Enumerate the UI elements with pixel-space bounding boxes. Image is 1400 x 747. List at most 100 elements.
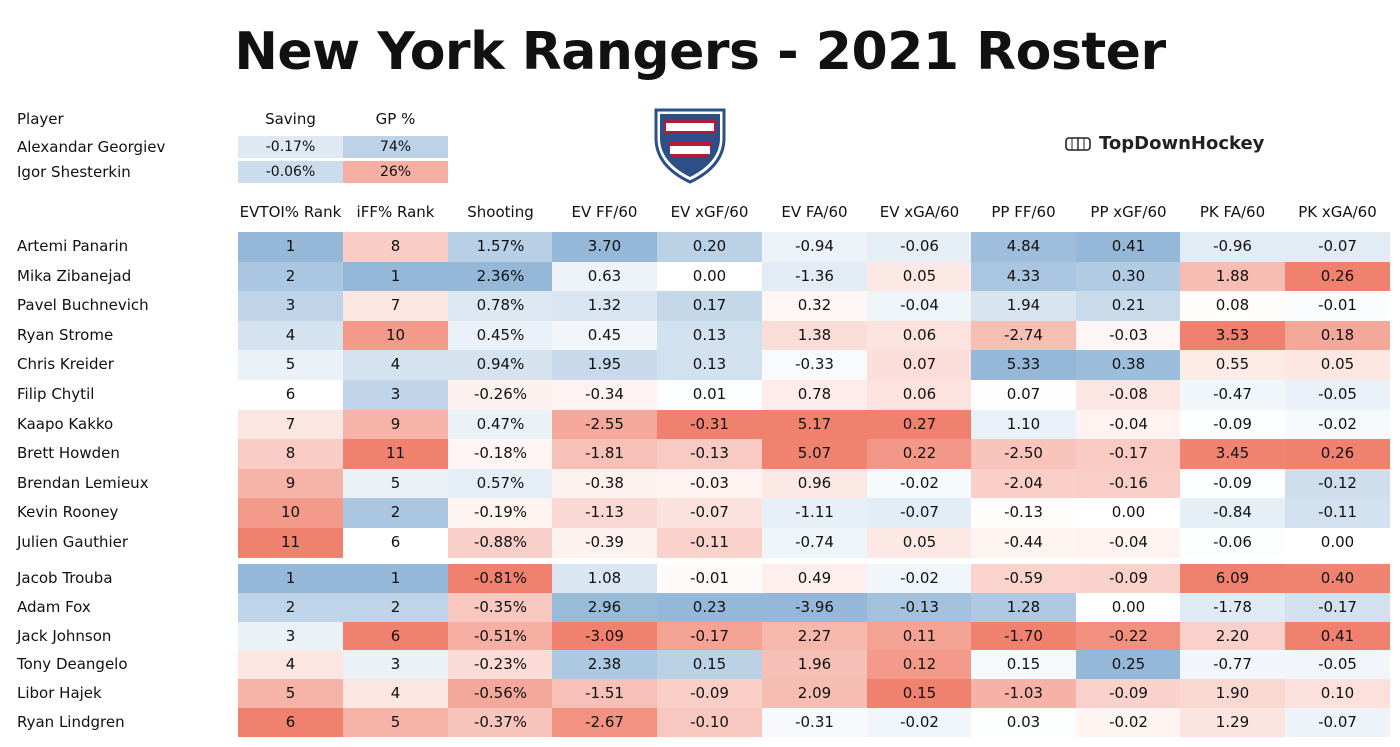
player-name: Mika Zibanejad: [17, 266, 132, 285]
stat-cell: -0.05: [1285, 650, 1390, 680]
stat-cell: 0.00: [1285, 528, 1390, 558]
stat-cell: -0.02: [867, 468, 972, 499]
stat-cell: -0.04: [1076, 409, 1181, 440]
stat-cell: -0.77: [1180, 650, 1285, 680]
stat-cell: -0.02: [1285, 409, 1390, 440]
player-name: Chris Kreider: [17, 355, 114, 374]
stat-cell: 0.12: [867, 650, 972, 680]
stat-cell: 0.01: [657, 380, 762, 410]
stat-cell: -0.07: [867, 498, 972, 528]
stat-cell: 2: [238, 261, 343, 292]
stat-cell: 6: [238, 380, 343, 410]
stat-cell: -0.06: [867, 232, 972, 262]
stat-cell: 0.07: [971, 380, 1076, 410]
stat-cell: -0.09: [1180, 409, 1285, 440]
stat-cell: -0.39: [552, 528, 657, 558]
stat-cell: 7: [238, 409, 343, 440]
stat-cell: 0.41: [1076, 232, 1181, 262]
stat-cell: 0.20: [657, 232, 762, 262]
stat-cell: 1: [238, 564, 343, 593]
goalie-saving-cell: -0.17%: [238, 136, 343, 158]
player-name: Brett Howden: [17, 444, 120, 463]
stat-cell: 10: [238, 498, 343, 528]
stat-cell: -0.07: [1285, 232, 1390, 262]
stat-cell: 0.25: [1076, 650, 1181, 680]
stat-cell: -0.07: [657, 498, 762, 528]
stat-cell: 3.53: [1180, 320, 1285, 351]
stat-cell: -0.51%: [448, 621, 553, 651]
stat-cell: 0.30: [1076, 261, 1181, 292]
stat-cell: 0.10: [1285, 679, 1390, 708]
player-name: Brendan Lemieux: [17, 473, 149, 492]
stat-cell: 2.96: [552, 592, 657, 622]
stat-cell: -0.34: [552, 380, 657, 410]
player-name: Libor Hajek: [17, 684, 102, 703]
column-header: PP FF/60: [991, 203, 1056, 221]
column-header: EV FF/60: [571, 203, 638, 221]
stat-cell: 5: [343, 468, 448, 499]
column-header: PK FA/60: [1199, 203, 1266, 221]
goalie-saving-cell: -0.06%: [238, 161, 343, 183]
stat-cell: 5: [238, 679, 343, 708]
player-name: Ryan Strome: [17, 325, 114, 344]
stat-cell: 8: [343, 232, 448, 262]
column-header: EV xGF/60: [670, 203, 749, 221]
page-title: New York Rangers - 2021 Roster: [234, 22, 1166, 82]
stat-cell: -0.44: [971, 528, 1076, 558]
player-name: Kevin Rooney: [17, 503, 119, 522]
stat-cell: 4: [238, 650, 343, 680]
stat-cell: 4: [343, 679, 448, 708]
stat-cell: -0.23%: [448, 650, 553, 680]
stat-cell: 1.96: [762, 650, 867, 680]
stat-cell: 4: [343, 350, 448, 380]
stat-cell: 0.94%: [448, 350, 553, 380]
stat-cell: -2.67: [552, 708, 657, 737]
stat-cell: 8: [238, 439, 343, 469]
stat-cell: 1.90: [1180, 679, 1285, 708]
stat-cell: 0.06: [867, 380, 972, 410]
stat-cell: 0.18: [1285, 320, 1390, 351]
stat-cell: 5.07: [762, 439, 867, 469]
stat-cell: -0.01: [1285, 291, 1390, 321]
goalie-name: Alexandar Georgiev: [17, 138, 166, 156]
stat-cell: 0.78: [762, 380, 867, 410]
stat-cell: -0.09: [1180, 468, 1285, 499]
stat-cell: -0.09: [1076, 564, 1181, 593]
stat-cell: 1: [343, 261, 448, 292]
stat-cell: 1.88: [1180, 261, 1285, 292]
stat-cell: -0.13: [867, 592, 972, 622]
stat-cell: 1.08: [552, 564, 657, 593]
stat-cell: 6.09: [1180, 564, 1285, 593]
stat-cell: -1.70: [971, 621, 1076, 651]
rangers-shield-logo: [654, 108, 726, 184]
stat-cell: 1: [343, 564, 448, 593]
stat-cell: -0.31: [762, 708, 867, 737]
stat-cell: 11: [238, 528, 343, 558]
stat-cell: -2.74: [971, 320, 1076, 351]
stat-cell: -0.18%: [448, 439, 553, 469]
stat-cell: 3: [343, 380, 448, 410]
stat-cell: 0.07: [867, 350, 972, 380]
stat-cell: 10: [343, 320, 448, 351]
stat-cell: 1.10: [971, 409, 1076, 440]
stat-cell: 6: [343, 528, 448, 558]
stat-cell: -0.16: [1076, 468, 1181, 499]
stat-cell: -2.04: [971, 468, 1076, 499]
stat-cell: 0.57%: [448, 468, 553, 499]
stat-cell: -0.31: [657, 409, 762, 440]
stat-cell: 0.26: [1285, 439, 1390, 469]
stat-cell: -0.59: [971, 564, 1076, 593]
stat-cell: 1.28: [971, 592, 1076, 622]
stat-cell: -0.11: [1285, 498, 1390, 528]
stat-cell: -0.03: [1076, 320, 1181, 351]
stat-cell: 6: [343, 621, 448, 651]
stat-cell: 1.57%: [448, 232, 553, 262]
stat-cell: 0.13: [657, 320, 762, 351]
stat-cell: -0.19%: [448, 498, 553, 528]
rink-icon: [1065, 136, 1091, 151]
stat-cell: 2.27: [762, 621, 867, 651]
stat-cell: 0.63: [552, 261, 657, 292]
stat-cell: 0.13: [657, 350, 762, 380]
stat-cell: -1.13: [552, 498, 657, 528]
stat-cell: 0.32: [762, 291, 867, 321]
